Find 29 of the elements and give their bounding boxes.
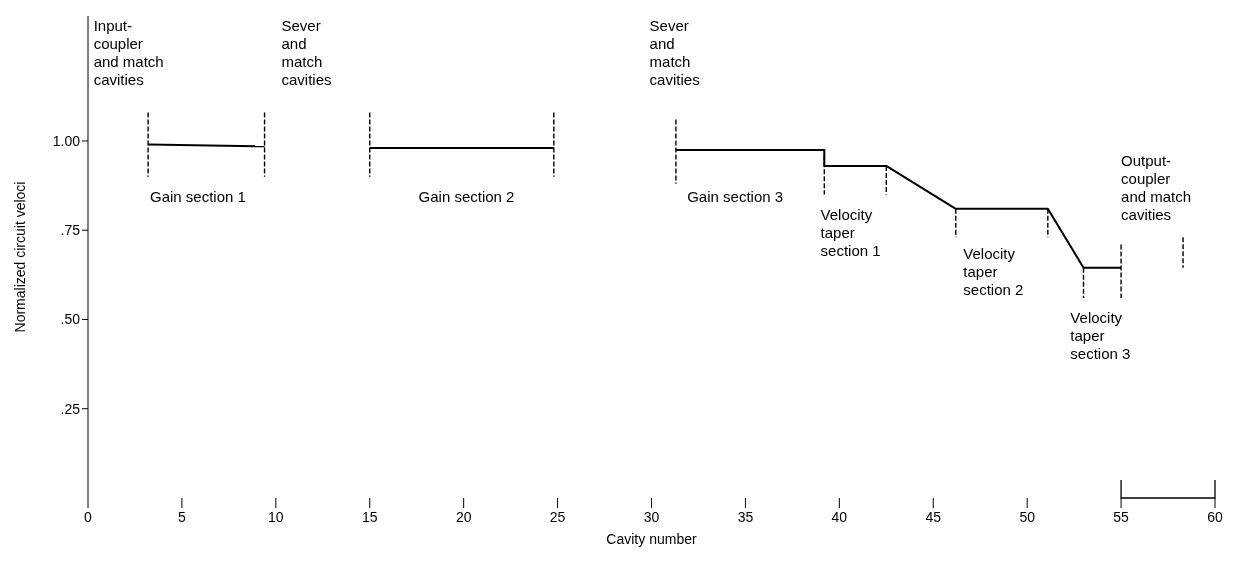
x-tick-label: 40 bbox=[831, 509, 848, 525]
x-tick-label: 10 bbox=[268, 509, 284, 525]
x-tick-label: 35 bbox=[737, 509, 754, 525]
y-axis-title: Normalized circuit veloci bbox=[11, 181, 28, 333]
annotation: Velocity taper section 2 bbox=[963, 245, 1024, 299]
x-tick-label: 0 bbox=[84, 509, 93, 525]
y-tick-label: 1.00 bbox=[52, 132, 81, 149]
x-tick-label: 15 bbox=[361, 509, 378, 525]
annotation: Gain section 2 bbox=[418, 188, 515, 206]
x-tick-label: 25 bbox=[549, 509, 566, 525]
annotation: Gain section 1 bbox=[149, 188, 246, 206]
x-tick-label: 45 bbox=[925, 509, 942, 525]
annotation: Sever and match cavities bbox=[281, 16, 332, 88]
annotation: Velocity taper section 1 bbox=[820, 206, 881, 259]
x-tick-label: 50 bbox=[1019, 509, 1036, 525]
x-tick-label: 30 bbox=[643, 509, 660, 525]
annotation: Input- coupler and match cavities bbox=[93, 16, 164, 88]
annotation: Gain section 3 bbox=[687, 188, 784, 206]
x-tick-label: 55 bbox=[1113, 509, 1130, 525]
annotation: Sever and match cavities bbox=[649, 16, 700, 88]
x-tick-label: 20 bbox=[455, 509, 472, 525]
x-tick-label: 5 bbox=[178, 509, 187, 525]
y-tick-label: .25 bbox=[60, 400, 81, 417]
annotation: Velocity taper section 3 bbox=[1070, 309, 1131, 363]
y-tick-label: .75 bbox=[60, 222, 81, 239]
y-tick-label: .50 bbox=[60, 311, 81, 328]
x-axis-title: Cavity number bbox=[606, 531, 697, 547]
annotation: Output- coupler and match cavities bbox=[1121, 152, 1192, 224]
x-tick-label: 60 bbox=[1207, 509, 1223, 525]
